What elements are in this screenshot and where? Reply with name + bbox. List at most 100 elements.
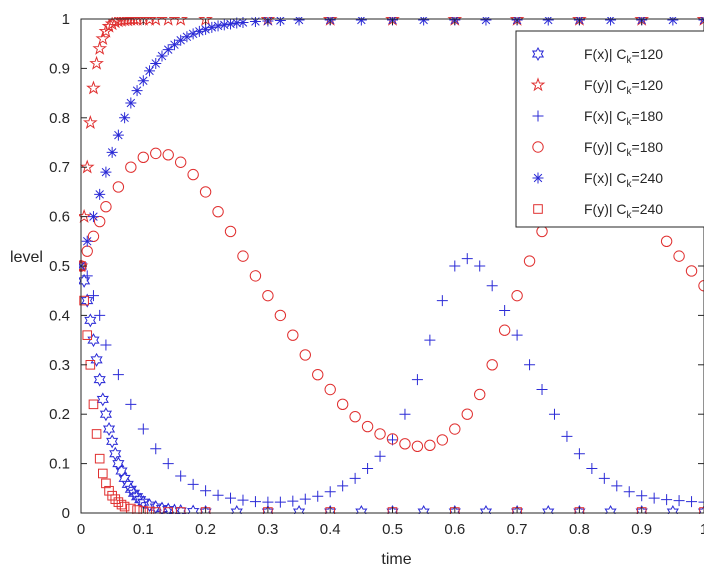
legend-marker [531,46,545,62]
data-point [604,504,617,514]
data-point [436,295,448,307]
data-point [461,253,473,265]
data-point [498,324,511,336]
y-tick-label: 0.3 [49,357,70,374]
data-point [673,250,685,262]
data-point [143,498,156,513]
data-point [148,17,164,26]
data-point [212,205,224,218]
data-point [162,149,174,161]
data-point [112,369,124,381]
data-point [81,270,93,282]
data-point [218,19,230,31]
y-tick-label: 0.9 [49,60,70,77]
data-point [101,478,111,489]
legend-marker [532,110,544,122]
legend-marker [530,77,546,92]
data-point [324,383,336,396]
data-marks [79,17,704,514]
data-point [698,280,704,292]
data-point [156,50,168,62]
data-point [449,260,461,272]
data-point [231,17,243,29]
data-point [137,151,150,164]
data-point [112,456,125,471]
data-point [137,75,149,87]
data-point [237,494,249,506]
data-point [137,423,149,435]
data-point [686,496,698,508]
data-point [623,486,635,498]
data-point [249,270,262,282]
data-point [102,421,116,437]
x-tick-label: 0 [77,521,85,538]
data-point [511,289,523,302]
data-point [106,146,118,158]
data-point [87,230,100,243]
legend: F(x)| Ck=120 F(y)| Ck=120 F(x)| Ck=180 F(y)… [515,30,704,228]
data-point [87,333,100,348]
data-point [138,506,149,514]
data-point [104,485,114,496]
x-tick-label: 0.2 [195,521,216,538]
data-point [89,55,104,70]
data-point [206,21,218,33]
data-point [486,280,498,292]
data-point [160,17,176,26]
data-point [542,17,554,26]
y-tick-label: 0.6 [49,209,70,226]
legend-label: F(y)| Ck=180 [584,139,663,159]
data-point [573,448,585,460]
x-tick-label: 1 [700,521,704,538]
data-point [181,31,193,43]
data-point [96,392,109,407]
axis-ticks: 0 0.1 0.2 0.3 0.4 0.5 0.6 0.7 0.8 0.9 1 0 0.1 0.2 0.3 0… [49,11,704,538]
data-point [199,504,212,514]
data-point [109,446,122,461]
x-tick-label: 0.8 [569,521,590,538]
data-point [87,211,99,223]
data-point [125,398,137,410]
data-point [635,504,648,514]
data-point [336,398,349,411]
data-point [249,17,261,27]
data-point [511,329,523,341]
data-point [131,85,143,97]
data-point [173,17,189,26]
data-point [561,430,573,442]
data-point [262,289,274,302]
data-point [274,17,286,26]
data-point [249,496,261,508]
data-point [150,507,161,514]
data-point [119,112,131,124]
legend-entry: F(y)| Ck=120 [530,77,663,97]
data-point [175,507,186,514]
data-point [200,485,212,497]
data-point [125,97,137,109]
data-point [387,434,398,446]
data-point [79,295,89,306]
data-point [100,201,112,213]
data-point [511,504,524,514]
data-point [100,339,112,351]
data-point [237,250,249,262]
data-point [324,486,336,498]
data-point [274,309,287,322]
data-point [424,334,436,346]
data-point [374,450,386,462]
data-point [187,28,199,40]
data-point [292,504,306,514]
data-point [175,34,187,46]
data-point [99,407,113,422]
series-3 [79,253,704,508]
data-point [95,31,111,46]
x-tick-label: 0.5 [382,521,403,538]
data-point [124,482,137,497]
data-point [486,359,498,371]
x-tick-label: 0.3 [257,521,278,538]
series-6 [79,261,704,514]
data-point [224,225,237,238]
legend-entry: F(x)| Ck=120 [531,46,663,66]
data-point [125,161,137,173]
